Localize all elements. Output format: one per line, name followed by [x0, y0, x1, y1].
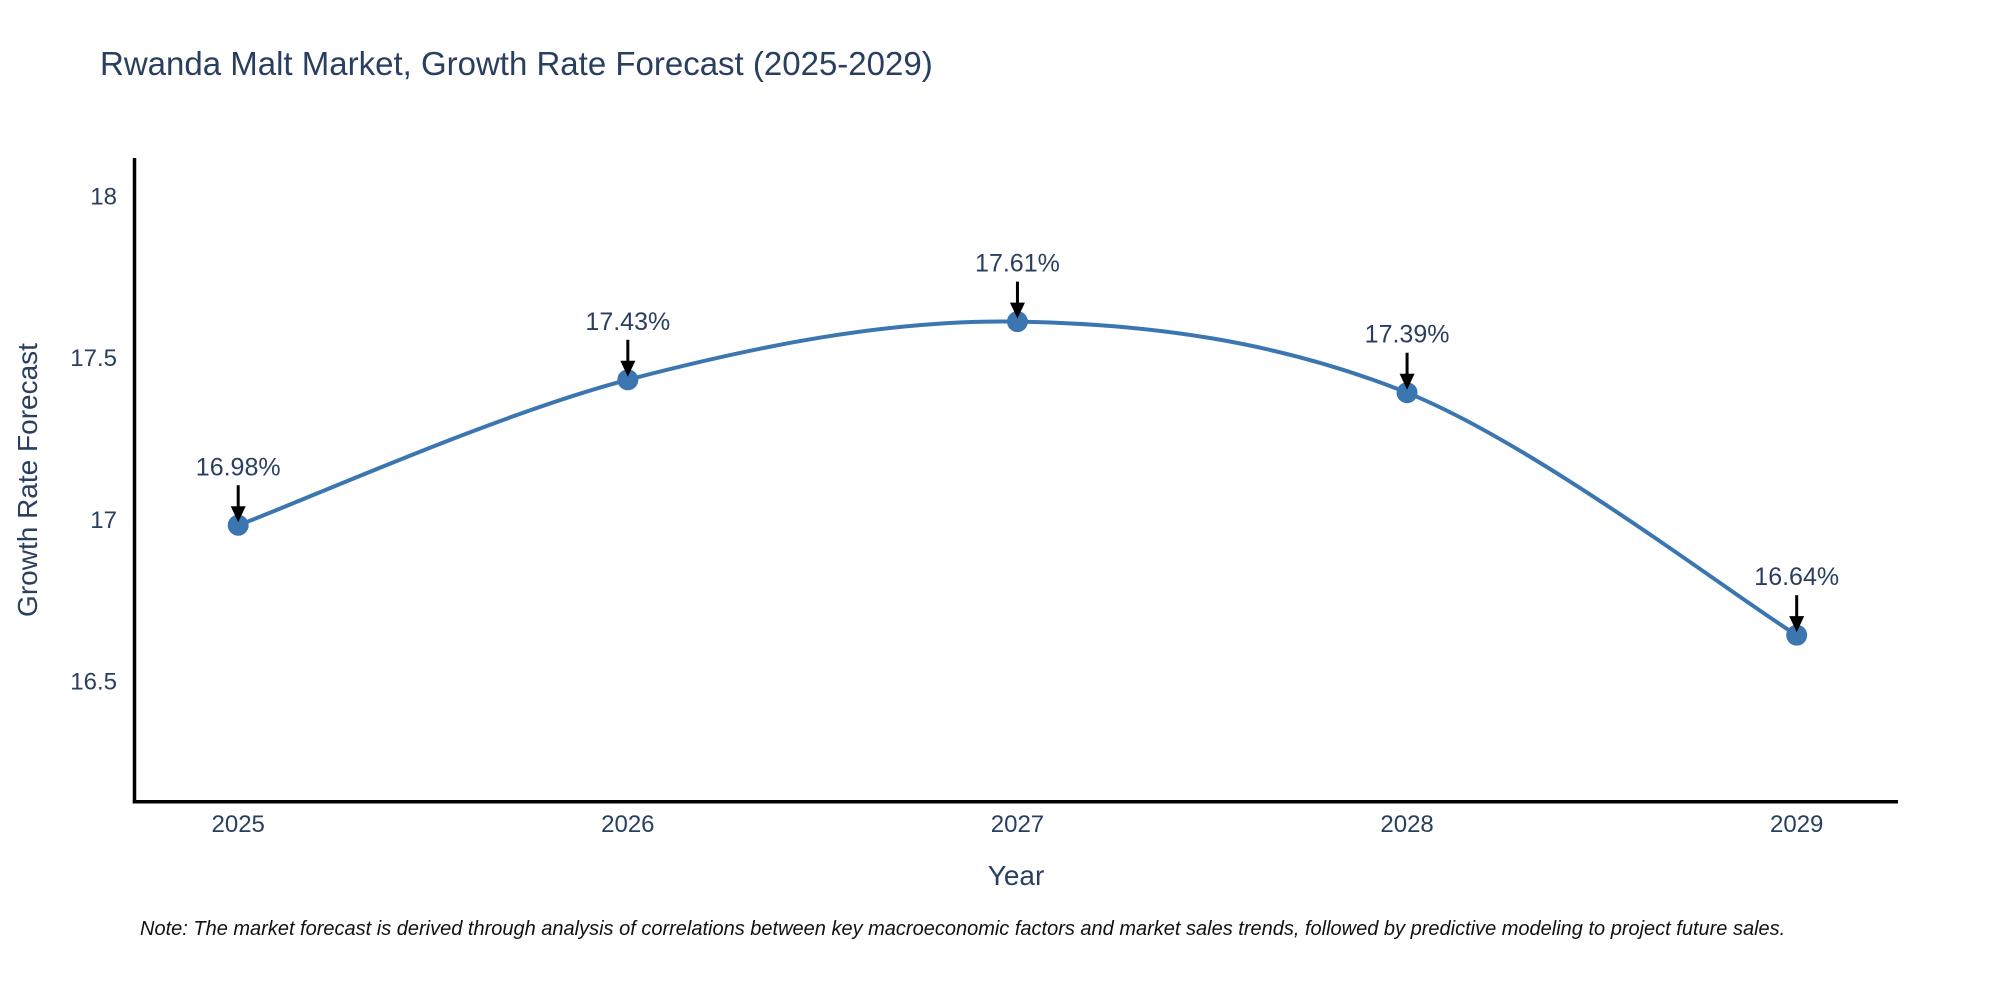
x-tick-label: 2026: [601, 811, 654, 838]
data-point-marker: [1006, 311, 1028, 333]
data-point-marker: [1786, 624, 1808, 646]
x-tick-label: 2027: [991, 811, 1044, 838]
y-tick-label: 16.5: [70, 668, 117, 695]
data-point-marker: [227, 514, 249, 536]
annotation-arrowhead: [1009, 302, 1025, 319]
annotation-label: 17.43%: [585, 308, 670, 336]
x-axis-title: Year: [987, 860, 1045, 891]
x-tick-label: 2025: [212, 811, 265, 838]
chart-title: Rwanda Malt Market, Growth Rate Forecast…: [100, 45, 933, 82]
y-tick-label: 17.5: [70, 345, 117, 372]
y-tick-label: 17: [90, 507, 117, 534]
annotation-arrowhead: [1399, 373, 1415, 390]
annotation-label: 16.64%: [1754, 563, 1839, 591]
annotation-arrowhead: [620, 360, 636, 377]
data-point-marker: [1396, 382, 1418, 404]
y-tick-label: 18: [90, 184, 117, 211]
series-line: [236, 319, 1799, 638]
annotation-label: 16.98%: [196, 453, 281, 481]
annotation-label: 17.61%: [975, 250, 1060, 278]
annotation-label: 17.39%: [1365, 321, 1450, 349]
data-point-marker: [617, 369, 639, 391]
annotation-arrowhead: [1789, 616, 1805, 633]
footnote: Note: The market forecast is derived thr…: [140, 918, 1786, 940]
annotation-arrowhead: [230, 506, 246, 523]
x-tick-label: 2028: [1380, 811, 1433, 838]
x-tick-label: 2029: [1770, 811, 1823, 838]
